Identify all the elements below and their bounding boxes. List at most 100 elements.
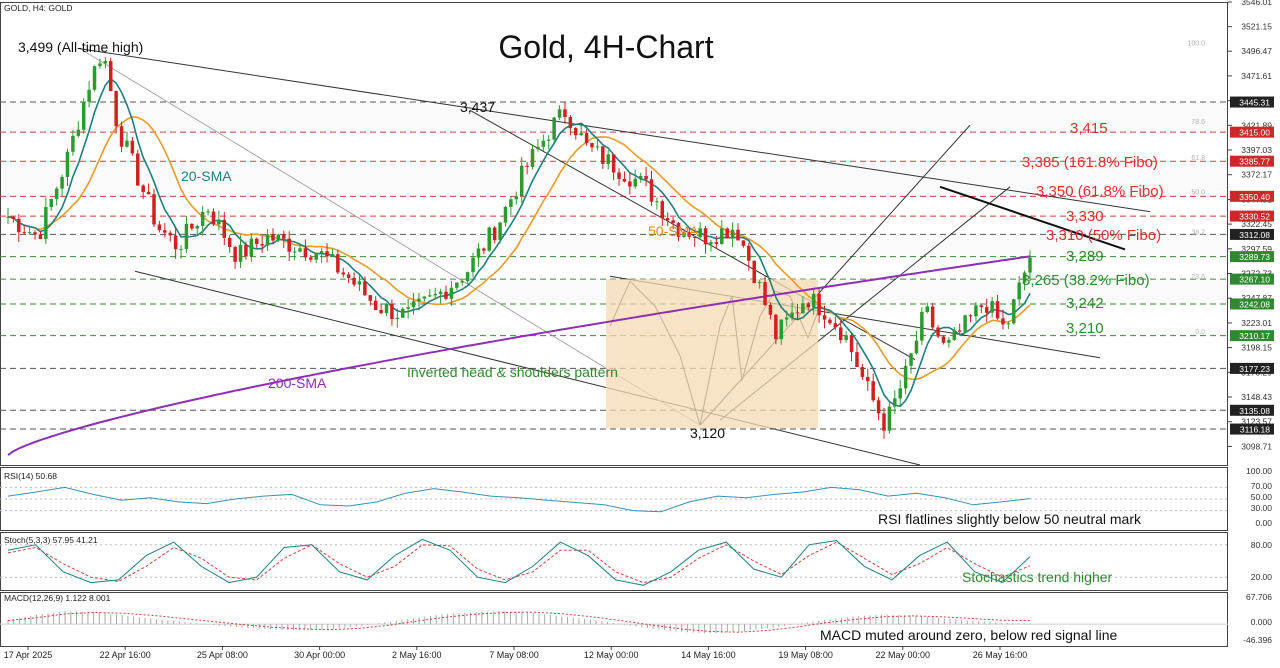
price-tag bbox=[1230, 210, 1274, 222]
candle-body bbox=[584, 133, 589, 143]
candle-body bbox=[957, 330, 962, 332]
candle-body bbox=[27, 232, 32, 234]
candle-body bbox=[352, 277, 356, 285]
candle-body bbox=[6, 216, 10, 218]
candle-body bbox=[909, 353, 913, 366]
candle-body bbox=[422, 296, 427, 299]
candle-body bbox=[768, 304, 773, 315]
candle-body bbox=[71, 135, 75, 152]
support-2-label: 3,265 (38.2% Fibo) bbox=[1022, 272, 1150, 289]
candle-body bbox=[628, 181, 632, 187]
candle-body bbox=[217, 219, 221, 225]
candle-body bbox=[871, 381, 875, 401]
price-tag bbox=[1230, 298, 1274, 310]
fib-band-0 bbox=[1, 102, 1227, 133]
sma20-line bbox=[7, 77, 1031, 408]
candle-body bbox=[709, 242, 713, 245]
price-tag-label: 3289.73 bbox=[1239, 252, 1270, 262]
resistance-3-label: 3,350 (61.8% Fibo) bbox=[1036, 183, 1164, 200]
candle-body bbox=[254, 238, 259, 245]
macd-tick: -46.396 bbox=[1243, 635, 1272, 645]
price-tick-label: 3372.17 bbox=[1241, 170, 1272, 180]
candle-body bbox=[811, 293, 816, 308]
price-tag-label: 3445.31 bbox=[1239, 98, 1270, 108]
candle-body bbox=[649, 179, 654, 202]
candle-body bbox=[611, 154, 616, 173]
pattern-box bbox=[606, 279, 818, 429]
candle-body bbox=[752, 260, 756, 284]
candle-body bbox=[817, 293, 821, 316]
fib-level-label-4: 38.2 bbox=[1191, 229, 1205, 236]
candle-body bbox=[595, 146, 600, 148]
candle-body bbox=[682, 232, 686, 237]
rsi-tick: 70.00 bbox=[1251, 481, 1273, 491]
price-tick-label: 3148.43 bbox=[1241, 392, 1272, 402]
candle-body bbox=[622, 178, 627, 182]
candle-body bbox=[822, 315, 827, 320]
candle-body bbox=[995, 301, 1000, 319]
candle-body bbox=[325, 251, 329, 257]
candle-body bbox=[763, 282, 767, 305]
stoch-k-line bbox=[7, 538, 1031, 586]
candle-body bbox=[887, 406, 892, 431]
candle-body bbox=[525, 165, 529, 167]
fib-level-label-6: 0.0 bbox=[1195, 329, 1205, 336]
candle-body bbox=[125, 140, 129, 147]
candle-body bbox=[671, 220, 675, 223]
candle-body bbox=[17, 218, 21, 233]
price-tag-label: 3116.18 bbox=[1240, 425, 1270, 435]
time-label: 30 Apr 00:00 bbox=[294, 650, 345, 660]
candle-body bbox=[44, 207, 48, 239]
time-label: 17 Apr 2025 bbox=[4, 650, 53, 660]
candle-body bbox=[941, 336, 946, 343]
candle-body bbox=[703, 228, 708, 245]
pattern-label: Inverted head & shoulders pattern bbox=[407, 364, 618, 380]
rsi-tick: 0.00 bbox=[1255, 518, 1272, 528]
candle-body bbox=[974, 305, 978, 317]
price-tick-label: 3223.01 bbox=[1241, 318, 1272, 328]
candle-body bbox=[249, 238, 254, 257]
stoch-tick: 80.00 bbox=[1251, 540, 1273, 550]
candle-body bbox=[271, 234, 275, 241]
candle-body bbox=[801, 303, 805, 314]
fib-band-2 bbox=[1, 234, 1227, 257]
candle-body bbox=[968, 315, 973, 317]
candle-body bbox=[790, 312, 794, 318]
candle-body bbox=[200, 211, 205, 227]
resistance-5-label: 3,310 (50% Fibo) bbox=[1046, 227, 1161, 244]
time-label: 7 May 08:00 bbox=[489, 650, 539, 660]
candle-body bbox=[747, 245, 751, 261]
resistance-2-label: 3,385 (161.8% Fibo) bbox=[1022, 154, 1158, 171]
candle-body bbox=[309, 257, 313, 260]
time-axis: 17 Apr 2025 22 Apr 16:00 25 Apr 08:00 30 Ap… bbox=[4, 646, 1027, 660]
candle-body bbox=[660, 201, 665, 219]
candle-body bbox=[276, 234, 281, 241]
candle-body bbox=[206, 211, 210, 213]
candle-body bbox=[449, 287, 454, 299]
candle-body bbox=[914, 340, 919, 354]
rsi-line bbox=[7, 486, 1031, 513]
rsi-tick: 50.00 bbox=[1251, 492, 1273, 502]
candle-body bbox=[119, 126, 124, 147]
candle-body bbox=[384, 303, 389, 314]
candle-body bbox=[103, 61, 108, 64]
support-1-label: 3,289 bbox=[1066, 248, 1104, 265]
macd-tick: 0.000 bbox=[1251, 617, 1273, 627]
candle-body bbox=[400, 308, 405, 318]
candle-body bbox=[519, 165, 524, 197]
candle-body bbox=[346, 274, 351, 278]
time-label: 14 May 16:00 bbox=[681, 650, 736, 660]
candle-body bbox=[227, 237, 232, 247]
candle-body bbox=[455, 282, 459, 288]
price-tag bbox=[1230, 330, 1274, 342]
candle-body bbox=[265, 234, 270, 246]
candle-body bbox=[314, 253, 318, 260]
candle-body bbox=[373, 300, 378, 310]
support-4-label: 3,210 bbox=[1066, 320, 1104, 337]
rsi-caption: RSI flatlines slightly below 50 neutral … bbox=[878, 511, 1142, 527]
price-tag bbox=[1230, 423, 1274, 435]
candle-body bbox=[163, 230, 167, 233]
trendline-lower bbox=[134, 270, 921, 466]
